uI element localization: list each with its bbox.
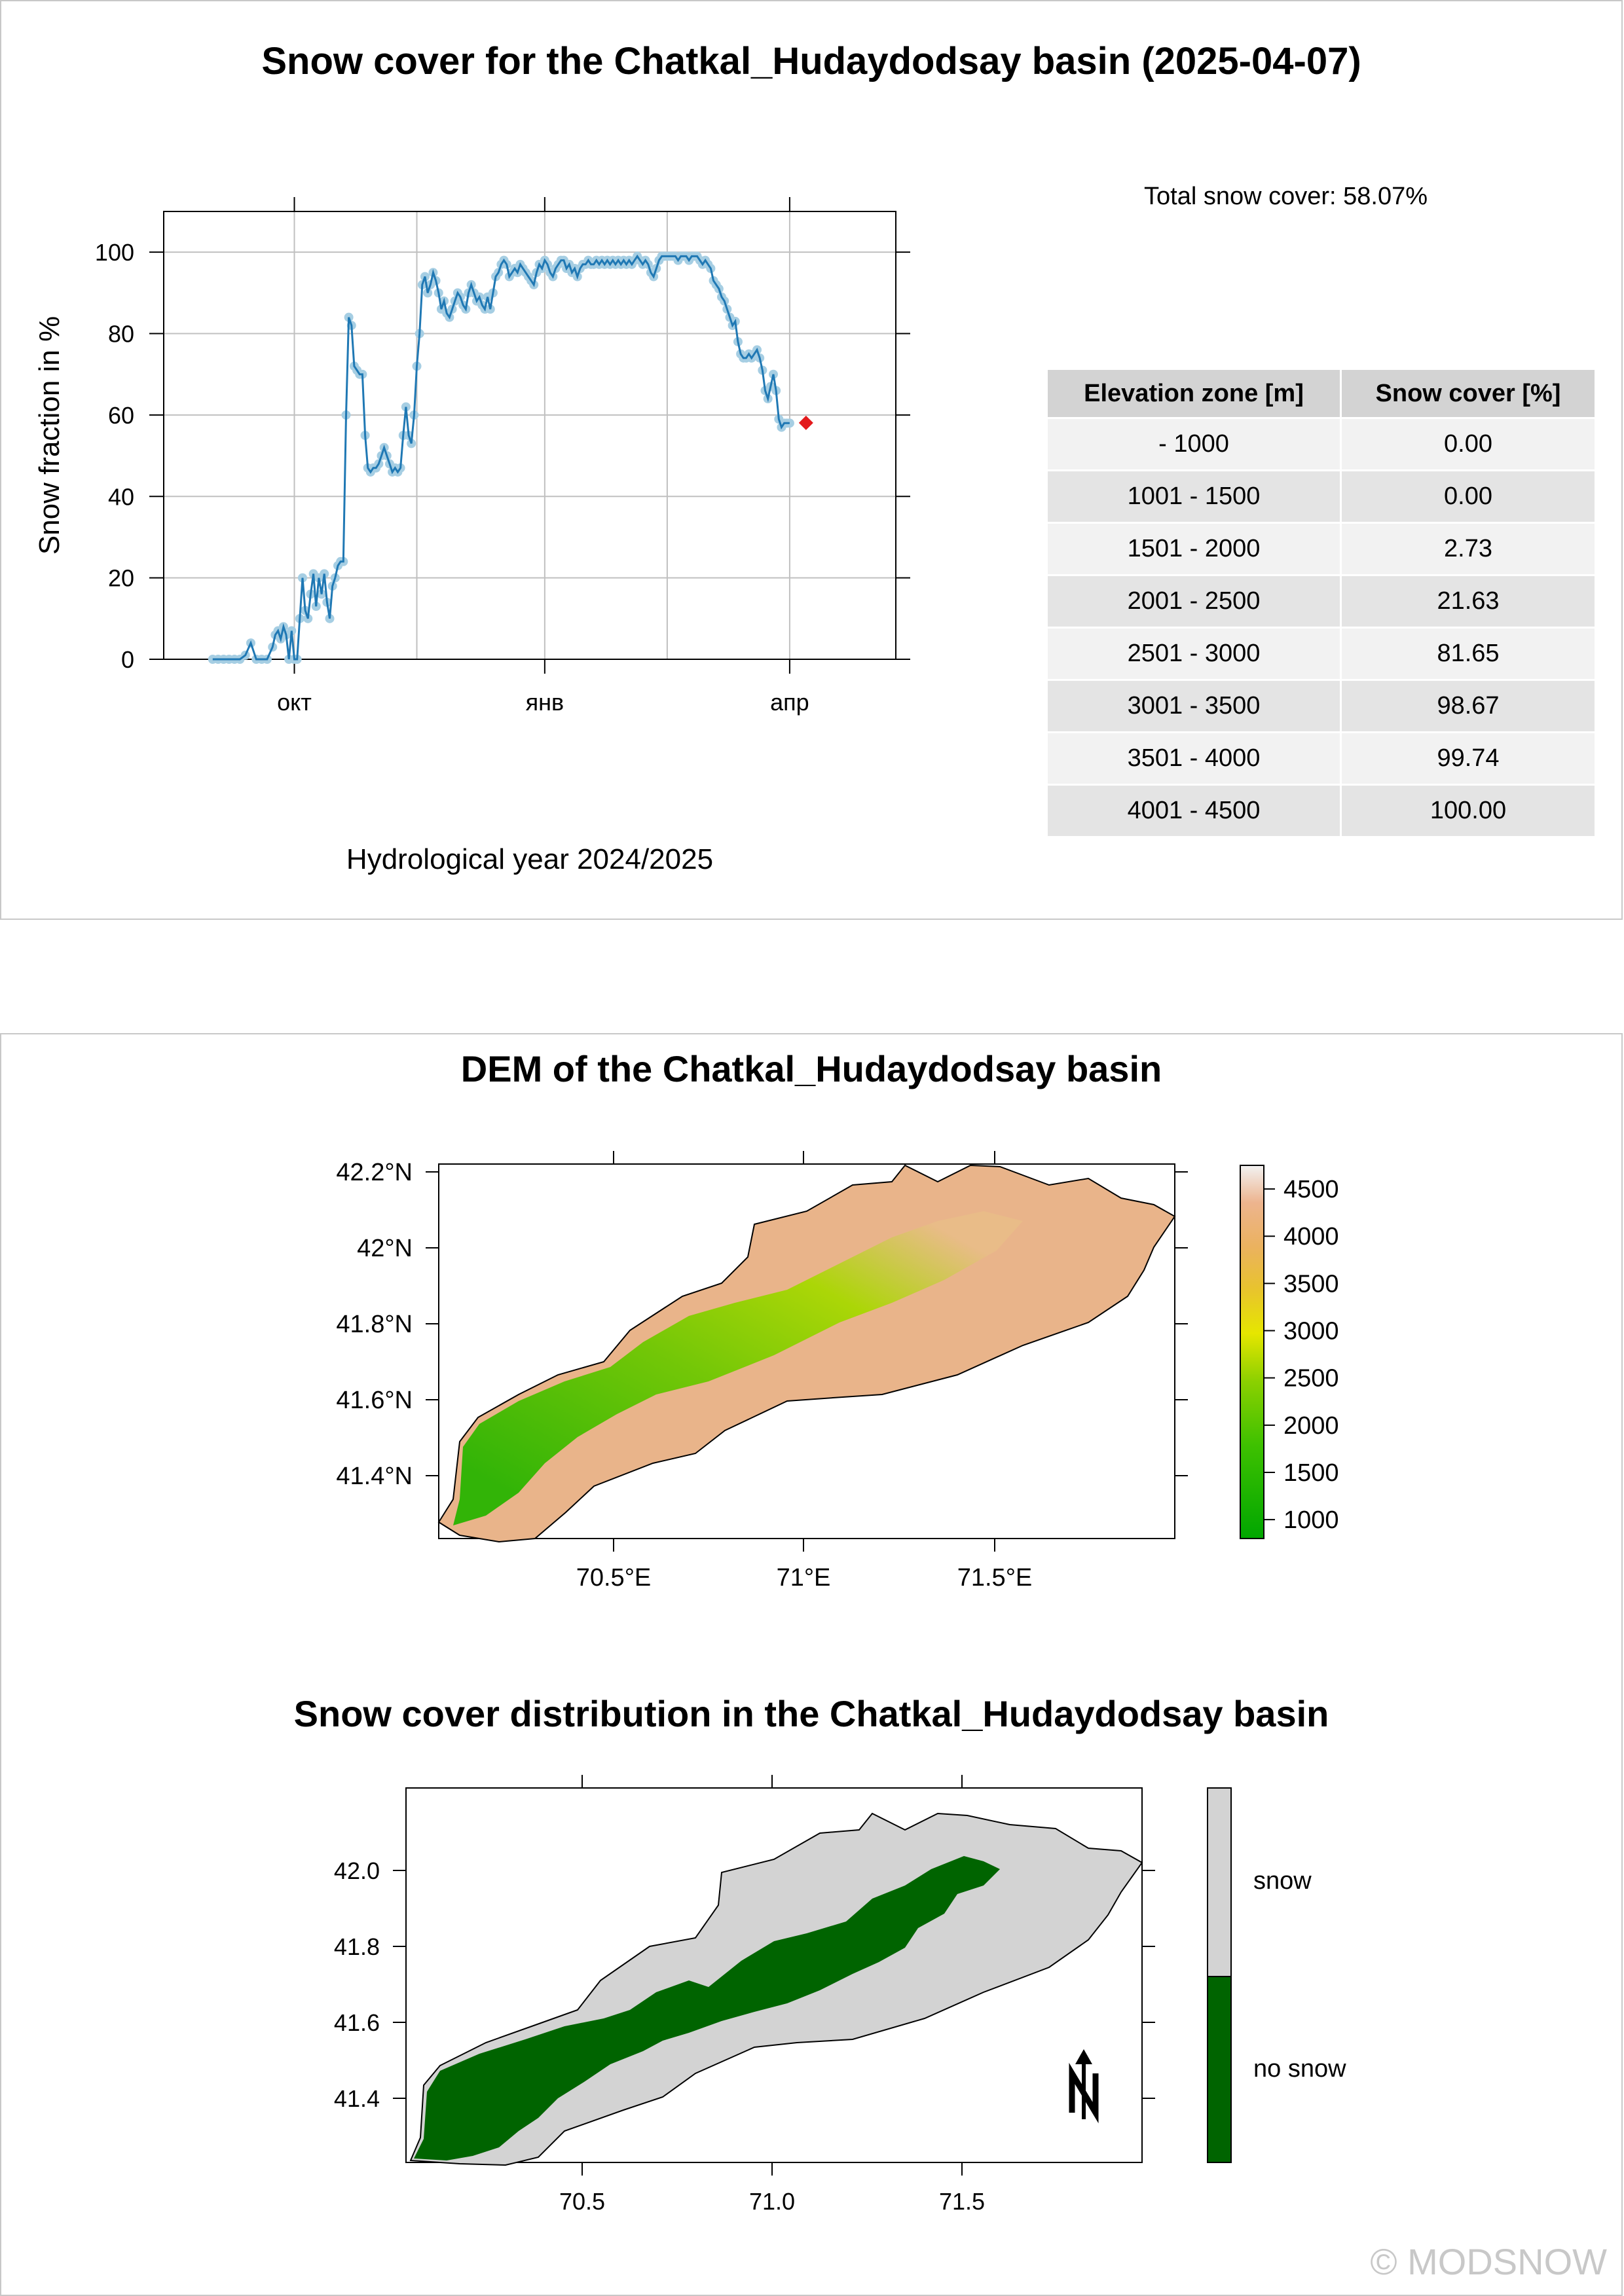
chart-frame xyxy=(163,211,896,660)
colorbar-tick-label: 4500 xyxy=(1283,1176,1339,1203)
table-row: 3001 - 3500 98.67 xyxy=(1048,681,1595,731)
lat-tick-label: 42.0 xyxy=(334,1857,380,1884)
y-tick-label: 100 xyxy=(95,239,134,266)
colorbar-tick-label: 1000 xyxy=(1283,1506,1339,1534)
y-tick-label: 0 xyxy=(121,646,134,673)
dem-lowland-shape xyxy=(453,1211,1023,1525)
lon-tick-label: 70.5 xyxy=(559,2188,605,2215)
lat-tick-label: 41.4°N xyxy=(336,1463,413,1490)
colorbar-tick-label: 1500 xyxy=(1283,1459,1339,1487)
lat-tick-label: 42.2°N xyxy=(336,1159,413,1186)
value-cell: 2.73 xyxy=(1342,524,1595,574)
lat-tick-label: 42°N xyxy=(357,1235,413,1262)
value-cell: 21.63 xyxy=(1342,576,1595,627)
y-axis-label: Snow fraction in % xyxy=(33,316,65,555)
y-tick-label: 60 xyxy=(108,402,134,429)
table-row: 4001 - 4500 100.00 xyxy=(1048,786,1595,836)
colorbar-tick-label: 4000 xyxy=(1283,1223,1339,1250)
value-cell: 0.00 xyxy=(1342,419,1595,469)
value-cell: 0.00 xyxy=(1342,471,1595,522)
table-row: - 1000 0.00 xyxy=(1048,419,1595,469)
zone-cell: 3501 - 4000 xyxy=(1048,733,1340,784)
value-cell: 81.65 xyxy=(1342,629,1595,679)
lat-tick-label: 41.8 xyxy=(334,1933,380,1960)
zone-cell: 1001 - 1500 xyxy=(1048,471,1340,522)
snow-map-title: Snow cover distribution in the Chatkal_H… xyxy=(293,1693,1329,1734)
lon-tick-label: 71°E xyxy=(777,1564,831,1592)
lat-tick-label: 41.6°N xyxy=(336,1387,413,1414)
legend-snow-label: snow xyxy=(1253,1867,1312,1895)
table-row: 3501 - 4000 99.74 xyxy=(1048,733,1595,784)
snow-fraction-chart: 0 20 40 60 80 100 окт янв апр Hydrological year … xyxy=(33,197,910,875)
value-cell: 99.74 xyxy=(1342,733,1595,784)
table-row: 1501 - 2000 2.73 xyxy=(1048,524,1595,574)
value-cell: 98.67 xyxy=(1342,681,1595,731)
x-tick-label: апр xyxy=(770,689,809,716)
snow-cover-panel: Snow cover for the Chatkal_Hudaydodsay b… xyxy=(0,0,1623,920)
table-row: 2001 - 2500 21.63 xyxy=(1048,576,1595,627)
x-axis-label: Hydrological year 2024/2025 xyxy=(346,843,713,875)
legend-snow-swatch xyxy=(1207,1787,1232,1977)
dem-map-title: DEM of the Chatkal_Hudaydodsay basin xyxy=(460,1048,1162,1089)
current-value-marker xyxy=(798,415,813,430)
lon-tick-label: 70.5°E xyxy=(576,1564,652,1592)
lon-tick-label: 71.5°E xyxy=(957,1564,1033,1592)
page-title: Snow cover for the Chatkal_Hudaydodsay b… xyxy=(261,40,1361,82)
table-row: 2501 - 3000 81.65 xyxy=(1048,629,1595,679)
dem-map: 42.2°N 42°N 41.8°N 41.6°N 41.4°N 70.5°E 71°E 71… xyxy=(336,1151,1339,1592)
lon-tick-label: 71.0 xyxy=(749,2188,795,2215)
lat-tick-label: 41.8°N xyxy=(336,1311,413,1338)
maps-panel: DEM of the Chatkal_Hudaydodsay basin xyxy=(0,1033,1623,2296)
x-tick-label: янв xyxy=(526,689,564,716)
dem-colorbar xyxy=(1240,1165,1264,1539)
zone-cell: 4001 - 4500 xyxy=(1048,786,1340,836)
colorbar-tick-label: 3000 xyxy=(1283,1318,1339,1345)
dem-basin-shape xyxy=(437,1164,1176,1543)
lon-tick-label: 71.5 xyxy=(939,2188,985,2215)
lat-tick-label: 41.6 xyxy=(334,2009,380,2036)
y-tick-label: 40 xyxy=(108,483,134,510)
legend-no-snow-label: no snow xyxy=(1253,2055,1346,2083)
zone-cell: 1501 - 2000 xyxy=(1048,524,1340,574)
elevation-zone-table: Elevation zone [m] Snow cover [%] - 1000… xyxy=(1046,368,1596,838)
zone-header: Elevation zone [m] xyxy=(1048,370,1340,417)
series-line xyxy=(212,254,790,661)
no-snow-area xyxy=(414,1856,1000,2160)
colorbar-tick-label: 2500 xyxy=(1283,1365,1339,1393)
data-point xyxy=(784,418,794,428)
colorbar-tick-label: 3500 xyxy=(1283,1270,1339,1298)
table-row: 1001 - 1500 0.00 xyxy=(1048,471,1595,522)
copyright-text: © MODSNOW xyxy=(1370,2241,1607,2282)
north-arrow-icon xyxy=(1069,2049,1099,2124)
x-tick-label: окт xyxy=(277,689,312,716)
colorbar-tick-label: 2000 xyxy=(1283,1412,1339,1440)
y-tick-label: 80 xyxy=(108,321,134,348)
zone-cell: 3001 - 3500 xyxy=(1048,681,1340,731)
snow-map: 42.0 41.8 41.6 41.4 70.5 71.0 71.5 snow no sno… xyxy=(334,1775,1346,2215)
total-snow-cover: Total snow cover: 58.07% xyxy=(1144,183,1428,210)
snow-cover-header: Snow cover [%] xyxy=(1342,370,1595,417)
value-cell: 100.00 xyxy=(1342,786,1595,836)
legend-no-snow-swatch xyxy=(1207,1976,1232,2163)
zone-cell: 2001 - 2500 xyxy=(1048,576,1340,627)
lat-tick-label: 41.4 xyxy=(334,2085,380,2112)
y-tick-label: 20 xyxy=(108,565,134,592)
zone-cell: 2501 - 3000 xyxy=(1048,629,1340,679)
zone-cell: - 1000 xyxy=(1048,419,1340,469)
